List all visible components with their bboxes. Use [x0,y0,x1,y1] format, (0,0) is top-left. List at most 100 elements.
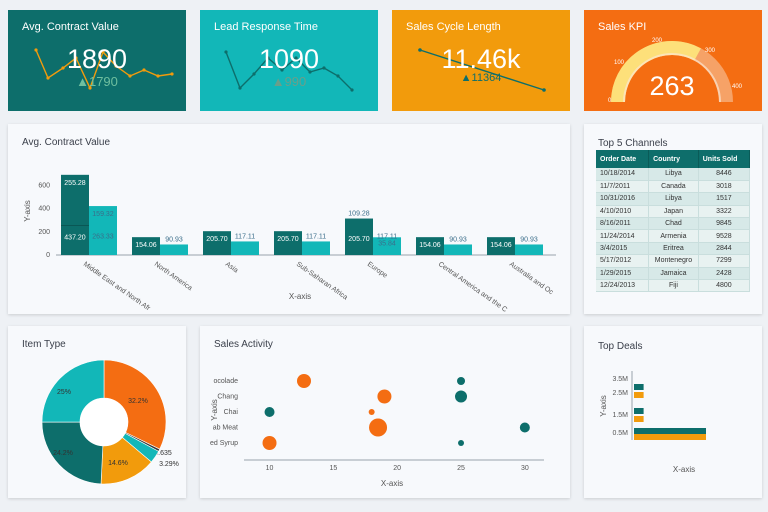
y-tick-label: 1.5M [612,412,628,419]
slice-label: 14.6% [108,460,128,467]
kpi-delta-value: 1790 [88,74,118,89]
panel-title: Item Type [22,339,66,350]
bar [444,244,472,255]
table-row[interactable]: 8/16/2011 Chad 9845 [596,217,751,231]
bar [634,392,644,398]
bar-value-label: 205.70 [277,236,299,243]
bar [89,206,117,255]
table-cell: 4/10/2010 [596,205,650,219]
gauge-tick: 100 [614,60,625,66]
y-axis-label: Y-axis [23,200,32,222]
kpi-title: Sales KPI [598,21,647,33]
table-row[interactable]: 11/24/2014 Armenia 9528 [596,229,751,243]
bar [515,244,543,255]
bar-value-label: 255.28 [64,180,86,187]
slice-label: 32.2% [128,398,148,405]
table-row[interactable]: 12/24/2013 Fiji 4800 [596,279,751,293]
kpi-value: 11.46k [441,44,521,74]
kpi-title: Lead Response Time [214,21,318,33]
panel-title: Sales Activity [214,339,273,350]
table-row[interactable]: 3/4/2015 Eritrea 2844 [596,242,751,256]
kpi-delta-value: 11364 [471,72,502,84]
bar-value-label: 154.06 [490,242,512,249]
up-triangle-icon: ▲ [271,74,285,89]
x-axis-label: X-axis [673,465,695,474]
bar-value-label: 117.11 [377,233,397,240]
table-cell: 9528 [698,229,751,243]
x-tick-label: Central America and the C [437,261,508,314]
top-channels-panel: Top 5 Channels Order Date Country Units … [584,124,762,314]
x-tick-label: 30 [521,465,529,472]
gauge-fill [611,41,701,103]
x-tick-label: Asia [224,261,239,275]
bar [160,244,188,255]
table-row[interactable]: 5/17/2012 Montenegro 7299 [596,254,751,268]
kpi-sales-gauge: 0 100 200 300 400 Sales KPI 263 [584,10,762,111]
y-tick-label: 200 [38,229,50,236]
gauge-tick: 200 [652,38,663,44]
y-tick-label: Chai [224,409,239,416]
table-row[interactable]: 11/7/2011 Canada 3018 [596,180,751,194]
table-cell: 2428 [698,267,751,281]
column-header[interactable]: Order Date [596,150,650,168]
table-header-row: Order Date Country Units Sold [596,150,751,168]
y-tick-label: 400 [38,206,50,213]
bar [61,174,89,255]
x-tick-label: 15 [329,465,337,472]
scatter-point [262,436,277,450]
table-cell: Fiji [648,279,699,293]
scatter-point [368,409,375,415]
contract-value-panel: Avg. Contract Value 0 200 400 600 Y-axis X-ax… [8,124,570,314]
y-tick-label: 0.5M [612,430,628,437]
bar [203,231,231,255]
bar [634,384,644,390]
x-tick-label: 10 [266,465,274,472]
bar [274,231,302,255]
column-header[interactable]: Units Sold [698,150,751,168]
table-cell: 4800 [698,279,751,293]
scatter-point [264,407,275,417]
panel-title: Avg. Contract Value [22,137,111,148]
y-tick-label: 2.5M [612,390,628,397]
kpi-value: 1090 [258,44,320,74]
item-type-donut-chart: 32.2% 0.635 3.29% 14.6% 24.2% 25% [41,359,179,485]
item-type-panel: Item Type 32.2% 0.635 3.29% 14.6% 24.2% 25% [8,326,186,498]
bar-value-label: 159.32 [92,211,114,218]
table-cell: Japan [648,205,699,219]
bar [231,241,259,255]
table-cell: 5/17/2012 [596,254,650,268]
kpi-delta: ▲990 [200,74,378,89]
y-tick-label: 0 [46,252,50,259]
table-cell: 3018 [698,180,751,194]
bar-value-label: 205.70 [206,236,228,243]
x-tick-label: Australia and Oc [508,261,555,297]
table-cell: 10/18/2014 [596,168,650,181]
table-row[interactable]: 10/18/2014 Libya 8446 [596,168,751,181]
x-axis-label: X-axis [289,292,311,301]
scatter-point [369,418,388,437]
bar [132,237,160,255]
table-cell: Armenia [648,229,699,243]
bar-value-label: 90.93 [449,236,467,243]
column-header[interactable]: Country [648,150,699,168]
bar-value-label: 154.06 [135,242,157,249]
table-cell: 7299 [698,254,751,268]
table-cell: Canada [648,180,699,194]
table-cell: Libya [648,168,699,181]
y-axis-label: Y-axis [599,395,608,417]
table-row[interactable]: 4/10/2010 Japan 3322 [596,205,751,219]
slice-label: 0.635 [154,450,172,457]
table-cell: 8446 [698,168,751,181]
scatter-point [458,440,465,446]
bar-value-label: 109.28 [348,211,370,218]
bar-value-label: 35.84 [378,240,396,247]
kpi-value: 263 [649,71,695,101]
scatter-point [377,389,392,404]
bar-value-label: 263.33 [92,234,114,241]
table-cell: 11/7/2011 [596,180,650,194]
panel-title: Top 5 Channels [598,138,668,149]
table-row[interactable]: 10/31/2016 Libya 1517 [596,192,751,206]
y-tick-label: 600 [38,183,50,190]
table-row[interactable]: 1/29/2015 Jamaica 2428 [596,267,751,281]
table-cell: Chad [648,217,699,231]
